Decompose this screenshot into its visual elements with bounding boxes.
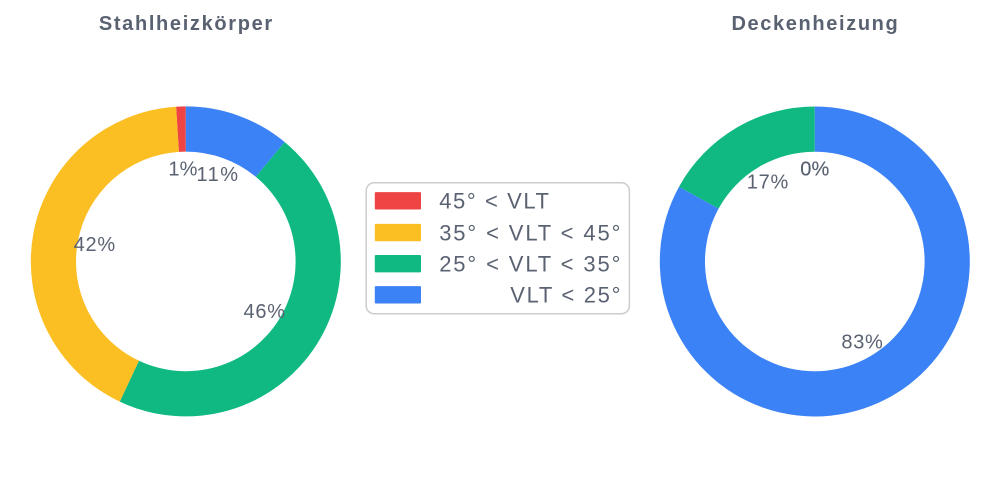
svg-text:45° < VLT: 45° < VLT: [439, 189, 549, 214]
svg-text:1%: 1%: [168, 158, 197, 180]
svg-text:0%: 0%: [800, 158, 829, 180]
svg-text:17%: 17%: [747, 171, 789, 193]
svg-text:11%: 11%: [197, 164, 239, 186]
svg-text:Stahlheizkörper: Stahlheizkörper: [99, 13, 273, 35]
svg-text:0%: 0%: [800, 158, 829, 180]
svg-text:25° < VLT < 35°: 25° < VLT < 35°: [439, 252, 620, 277]
svg-text:35° < VLT < 45°: 35° < VLT < 45°: [439, 221, 620, 246]
svg-text:83%: 83%: [841, 331, 883, 353]
svg-text:VLT < 25°: VLT < 25°: [510, 283, 620, 308]
svg-text:42%: 42%: [74, 234, 116, 256]
svg-text:Deckenheizung: Deckenheizung: [731, 13, 897, 35]
svg-text:46%: 46%: [244, 301, 286, 323]
